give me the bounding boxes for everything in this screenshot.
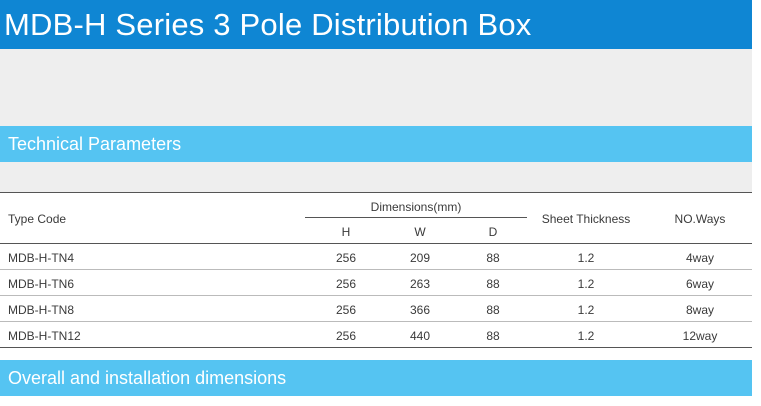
header-d: D bbox=[488, 225, 498, 239]
header-bottom-rule bbox=[0, 243, 752, 244]
row-h: 256 bbox=[335, 251, 357, 265]
header-type-code: Type Code bbox=[8, 212, 67, 226]
row-sheet-thickness: 1.2 bbox=[577, 329, 595, 343]
section-spacer-band bbox=[0, 162, 752, 192]
row-no-ways: 12way bbox=[682, 329, 718, 343]
row-d: 88 bbox=[486, 251, 500, 265]
row-w: 366 bbox=[409, 303, 431, 317]
header-sheet-thickness: Sheet Thickness bbox=[541, 212, 631, 226]
row-w: 440 bbox=[409, 329, 431, 343]
row-no-ways: 6way bbox=[685, 277, 714, 291]
row-type-code: MDB-H-TN12 bbox=[8, 329, 81, 343]
section-header-technical-parameters: Technical Parameters bbox=[0, 126, 752, 162]
row-divider bbox=[0, 295, 752, 296]
row-type-code: MDB-H-TN4 bbox=[8, 251, 74, 265]
row-no-ways: 8way bbox=[685, 303, 714, 317]
row-sheet-thickness: 1.2 bbox=[577, 277, 595, 291]
row-type-code: MDB-H-TN8 bbox=[8, 303, 74, 317]
row-h: 256 bbox=[335, 329, 357, 343]
row-type-code: MDB-H-TN6 bbox=[8, 277, 74, 291]
row-d: 88 bbox=[486, 329, 500, 343]
row-sheet-thickness: 1.2 bbox=[577, 251, 595, 265]
row-w: 209 bbox=[409, 251, 431, 265]
row-h: 256 bbox=[335, 277, 357, 291]
header-w: W bbox=[414, 225, 426, 239]
header-dimensions: Dimensions(mm) bbox=[370, 200, 462, 214]
row-no-ways: 4way bbox=[685, 251, 714, 265]
page-title: MDB-H Series 3 Pole Distribution Box bbox=[0, 0, 752, 49]
row-h: 256 bbox=[335, 303, 357, 317]
row-divider bbox=[0, 321, 752, 322]
dimensions-underline bbox=[305, 217, 527, 218]
table-bottom-rule bbox=[0, 347, 752, 348]
section-header-overall-dimensions: Overall and installation dimensions bbox=[0, 360, 752, 396]
row-d: 88 bbox=[486, 303, 500, 317]
header-no-ways: NO.Ways bbox=[674, 212, 726, 226]
row-sheet-thickness: 1.2 bbox=[577, 303, 595, 317]
row-divider bbox=[0, 269, 752, 270]
row-w: 263 bbox=[409, 277, 431, 291]
table-top-rule bbox=[0, 192, 752, 193]
row-d: 88 bbox=[486, 277, 500, 291]
header-h: H bbox=[341, 225, 351, 239]
title-spacer-band bbox=[0, 49, 752, 127]
